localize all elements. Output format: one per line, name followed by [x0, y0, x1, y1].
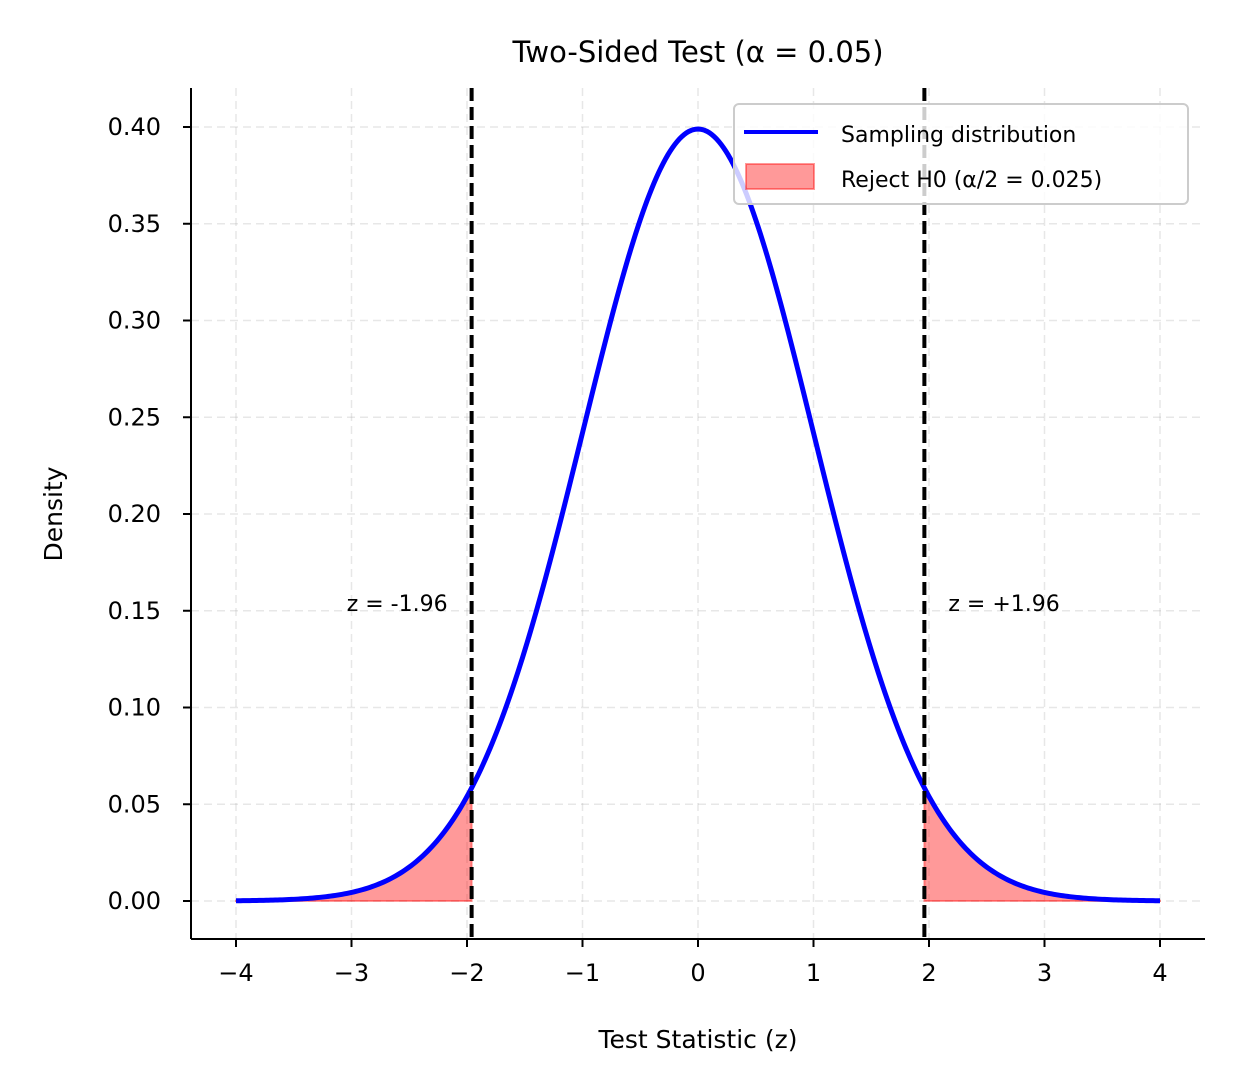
x-tick-label: 4	[1152, 959, 1167, 987]
y-tick-label: 0.00	[108, 887, 161, 915]
annotation-left: z = -1.96	[347, 592, 448, 617]
x-tick-label: −1	[565, 959, 600, 987]
legend-label-reject: Reject H0 (α/2 = 0.025)	[841, 168, 1102, 193]
x-tick-label: −3	[334, 959, 369, 987]
y-tick-label: 0.10	[108, 694, 161, 722]
x-tick-label: −4	[218, 959, 253, 987]
legend-label-sampling: Sampling distribution	[841, 123, 1076, 148]
x-tick-label: 2	[921, 959, 936, 987]
y-tick-label: 0.35	[108, 210, 161, 238]
sampling-curve	[235, 126, 1161, 904]
x-tick-label: −2	[449, 959, 484, 987]
y-tick-label: 0.20	[108, 500, 161, 528]
x-tick-label: 1	[806, 959, 821, 987]
legend: Sampling distribution Reject H0 (α/2 = 0…	[733, 103, 1189, 205]
y-tick-label: 0.15	[108, 597, 161, 625]
y-tick-label: 0.40	[108, 113, 161, 141]
y-tick-label: 0.05	[108, 790, 161, 818]
chart-title: Two-Sided Test (α = 0.05)	[511, 35, 883, 69]
legend-patch-icon	[745, 163, 815, 190]
density-line	[235, 126, 1161, 904]
y-axis-label: Density	[39, 466, 68, 561]
critical-lines	[469, 88, 927, 939]
x-tick-label: 3	[1037, 959, 1052, 987]
ticks: −4 −3 −2 −1 0 1 2 3 4 0.00 0.05 0.10 0.15 0.20 0.25 0.3…	[108, 113, 1168, 987]
x-axis-label: Test Statistic (z)	[597, 1025, 797, 1054]
y-tick-label: 0.30	[108, 307, 161, 335]
grid	[191, 88, 1205, 939]
y-tick-label: 0.25	[108, 403, 161, 431]
x-tick-label: 0	[690, 959, 705, 987]
annotation-right: z = +1.96	[948, 592, 1059, 617]
